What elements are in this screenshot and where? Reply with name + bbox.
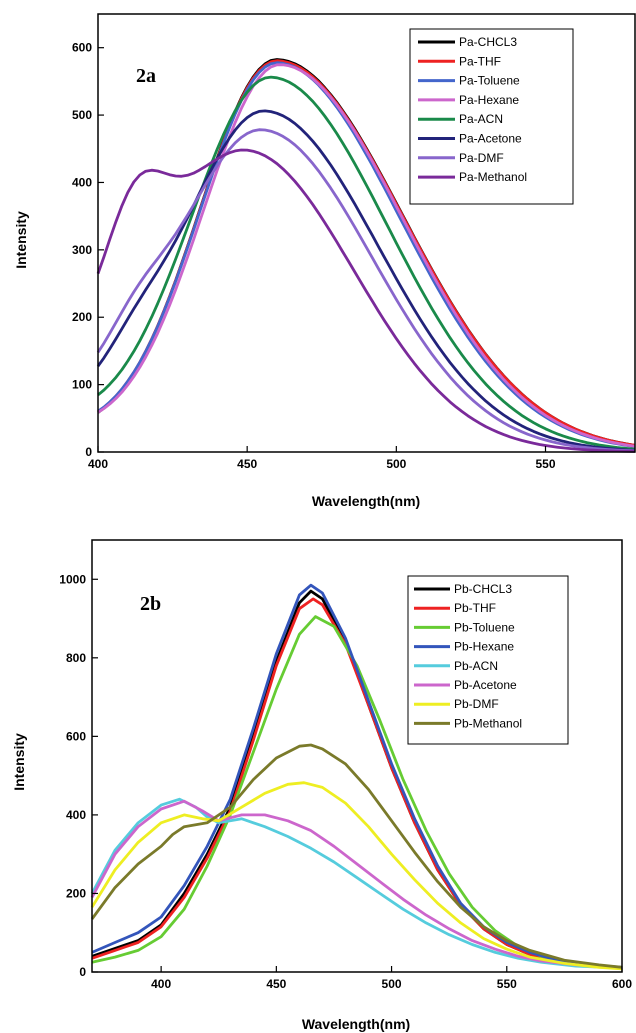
legend-label-2b-1: Pb-THF [454,601,496,615]
legend-label-2a-0: Pa-CHCL3 [459,35,517,49]
legend-label-2a-2: Pa-Toluene [459,74,520,88]
legend-label-2b-3: Pb-Hexane [454,640,514,654]
series-line-2a-pa-hexane [97,63,636,448]
y-tick-label-2b-3: 600 [66,729,86,743]
series-line-2a-pa-methanol [96,148,636,453]
y-tick-label-2b-2: 400 [66,808,86,822]
y-tick-label-2a-5: 500 [72,108,92,122]
legend-label-2b-0: Pb-CHCL3 [454,582,512,596]
legend-label-2a-1: Pa-THF [459,54,501,68]
x-tick-label-2a-0: 400 [88,457,108,471]
legend-label-2b-2: Pb-Toluene [454,620,515,634]
y-axis-2a: 0 100 200 300 400 500 600 [72,41,104,459]
x-axis-title-2b: Wavelength(nm) [302,1016,410,1032]
y-tick-label-2b-5: 1000 [59,572,86,586]
legend-label-2b-7: Pb-Methanol [454,716,522,730]
chart-panel-2b: 2b 400 450 500 550 600 0 200 400 600 800 1000 Wav… [11,539,632,1032]
chart-panel-2a: 2a 400 450 500 550 0 100 200 300 400 500 600 Wave… [13,13,636,509]
y-axis-title-2a: Intensity [13,211,29,269]
legend-label-2a-3: Pa-Hexane [459,93,519,107]
series-line-2b-pb-acetone [90,799,623,970]
y-tick-label-2a-4: 400 [72,175,92,189]
curves-2b [90,583,623,971]
x-tick-label-2b-2: 500 [382,977,402,991]
series-line-2b-pb-hexane [91,583,623,969]
y-axis-2b: 0 200 400 600 800 1000 [59,572,98,979]
legend-2a: Pa-CHCL3 Pa-THF Pa-Toluene Pa-Hexane Pa-ACN P… [409,28,574,205]
y-tick-label-2a-2: 200 [72,310,92,324]
legend-frame-2a [409,28,574,205]
y-tick-label-2a-1: 100 [72,378,92,392]
series-line-2a-pa-dmf [96,128,636,453]
x-tick-label-2a-1: 450 [237,457,257,471]
series-line-2a-pa-toluene [97,61,636,448]
y-axis-title-2b: Intensity [11,733,27,791]
series-line-2b-pb-acn [90,797,623,970]
x-tick-label-2b-0: 400 [151,977,171,991]
x-axis-2b: 400 450 500 550 600 [151,966,632,991]
plot-frame-2a [97,13,636,453]
x-tick-label-2a-3: 550 [535,457,555,471]
legend-label-2b-4: Pb-ACN [454,659,498,673]
y-tick-label-2a-0: 0 [85,445,92,459]
series-line-2a-pa-acn [97,75,636,451]
legend-2b: Pb-CHCL3 Pb-THF Pb-Toluene Pb-Hexane Pb-ACN P… [407,575,569,745]
legend-label-2a-6: Pa-DMF [459,151,504,165]
x-tick-label-2a-2: 500 [386,457,406,471]
curves-2a [96,58,636,453]
legend-label-2a-4: Pa-ACN [459,112,503,126]
legend-label-2a-5: Pa-Acetone [459,132,522,146]
y-tick-label-2a-3: 300 [72,243,92,257]
x-tick-label-2b-4: 600 [612,977,632,991]
series-line-2b-pb-methanol [90,743,623,969]
x-tick-label-2b-1: 450 [266,977,286,991]
legend-label-2b-5: Pb-Acetone [454,678,517,692]
panel-label-2a: 2a [136,65,156,87]
plot-frame-2b [91,539,623,973]
panel-label-2b: 2b [140,593,161,615]
series-line-2b-pb-dmf [90,781,623,971]
y-tick-label-2a-6: 600 [72,41,92,55]
y-tick-label-2b-0: 0 [79,965,86,979]
x-axis-title-2a: Wavelength(nm) [312,493,420,509]
x-tick-label-2b-3: 550 [497,977,517,991]
x-axis-2a: 400 450 500 550 [88,446,556,471]
legend-frame-2b [407,575,569,745]
y-tick-label-2b-4: 800 [66,651,86,665]
legend-label-2a-7: Pa-Methanol [459,170,527,184]
y-tick-label-2b-1: 200 [66,886,86,900]
legend-label-2b-6: Pb-DMF [454,697,499,711]
